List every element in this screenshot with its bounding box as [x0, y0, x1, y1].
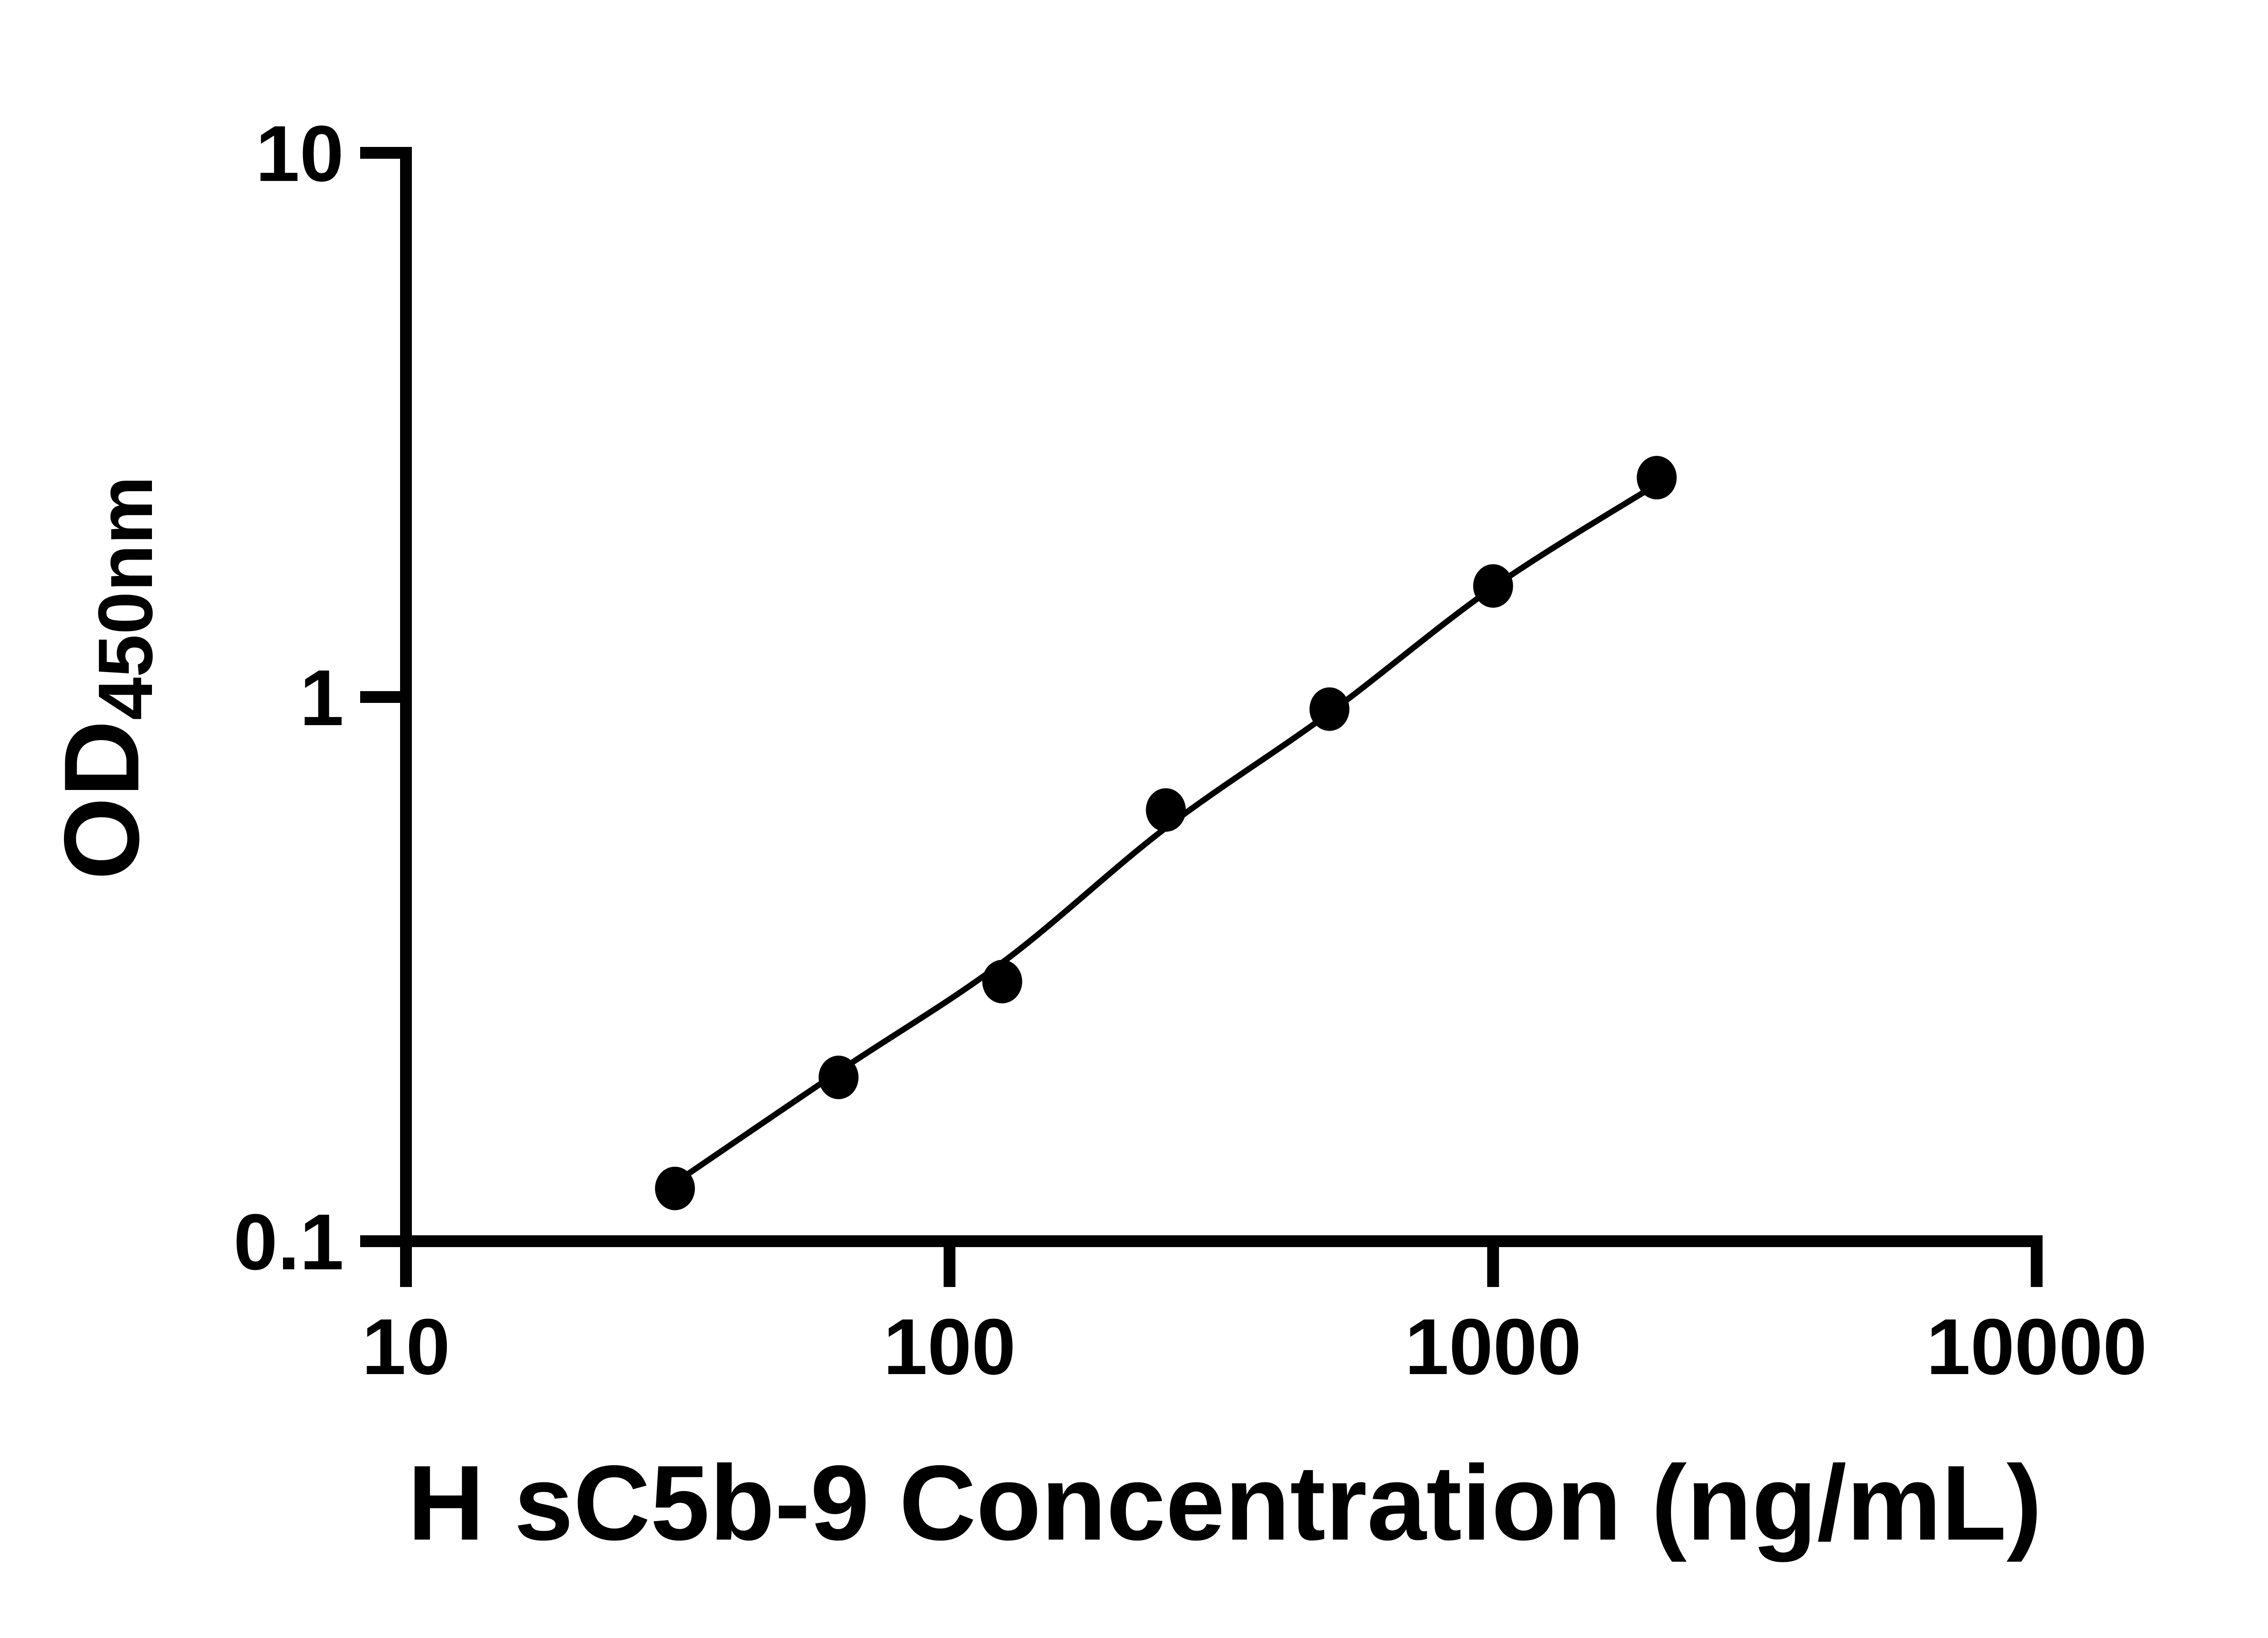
- x-tick-label: 1000: [1405, 1303, 1581, 1391]
- y-axis-tick-labels: 0.1 1 10: [234, 110, 344, 1287]
- y-axis-title-subscript: 450nm: [83, 476, 169, 720]
- data-point: [655, 1166, 695, 1210]
- x-tick-label: 10: [362, 1303, 450, 1391]
- data-point: [818, 1055, 859, 1099]
- y-axis-title-main: OD: [42, 720, 161, 880]
- data-point: [1309, 687, 1349, 731]
- x-tick-label: 100: [883, 1303, 1016, 1391]
- y-tick-label: 1: [300, 654, 344, 742]
- x-tick-label: 10000: [1926, 1303, 2147, 1391]
- y-tick-label: 10: [255, 110, 344, 198]
- y-axis-title: OD450nm: [42, 476, 169, 880]
- x-axis-ticks: [400, 1241, 2043, 1287]
- x-axis-title: H sC5b-9 Concentration (ng/mL): [407, 1443, 2042, 1562]
- data-point: [1146, 788, 1186, 832]
- data-point: [1637, 456, 1677, 500]
- y-tick-label: 0.1: [234, 1198, 344, 1287]
- data-point: [1473, 564, 1513, 608]
- x-axis-tick-labels: 10 100 1000 10000: [362, 1303, 2147, 1391]
- data-points: [655, 456, 1677, 1210]
- data-point: [982, 960, 1022, 1004]
